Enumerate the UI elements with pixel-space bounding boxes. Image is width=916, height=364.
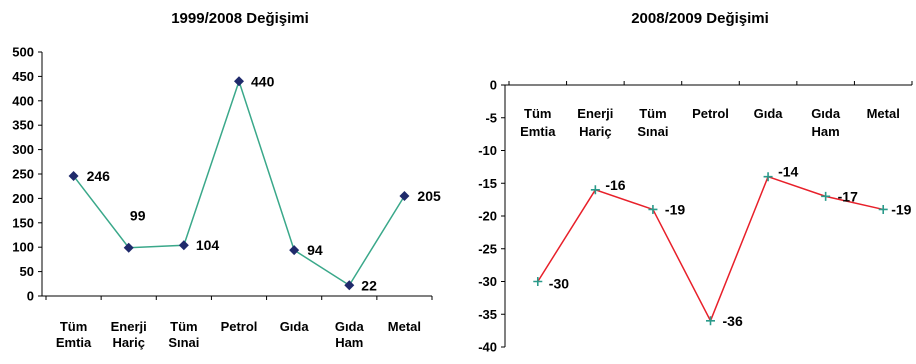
- right-category-label: Emtia: [520, 124, 556, 139]
- left-category-label: Petrol: [221, 319, 258, 334]
- left-category-label: Tüm: [170, 319, 197, 334]
- right-category-label: Gıda: [811, 106, 841, 121]
- left-chart-title: 1999/2008 Değişimi: [171, 10, 309, 27]
- right-y-tick-label: -25: [478, 241, 497, 256]
- left-data-point: [68, 170, 79, 181]
- left-category-label: Sınai: [168, 335, 199, 350]
- left-data-label: 104: [196, 237, 220, 253]
- right-data-point: [648, 204, 658, 214]
- right-category-label: Metal: [867, 106, 900, 121]
- right-data-label: -17: [838, 188, 858, 204]
- left-y-tick-label: 50: [20, 264, 34, 279]
- right-y-tick-label: -10: [478, 143, 497, 158]
- left-category-label: Hariç: [112, 335, 145, 350]
- right-data-point: [590, 185, 600, 195]
- right-category-label: Enerji: [577, 106, 613, 121]
- left-category-label: Ham: [335, 335, 363, 350]
- right-data-label: -16: [605, 177, 625, 193]
- left-data-point: [344, 280, 355, 291]
- left-category-label: Gıda: [335, 319, 365, 334]
- right-data-label: -19: [665, 201, 685, 217]
- left-y-tick-label: 0: [27, 289, 34, 304]
- right-data-point: [763, 172, 773, 182]
- right-category-label: Sınai: [637, 124, 668, 139]
- right-data-point: [533, 277, 543, 286]
- left-y-tick-label: 300: [12, 142, 34, 157]
- left-y-tick-label: 450: [12, 69, 34, 84]
- right-category-label: Hariç: [579, 124, 612, 139]
- left-data-label: 99: [130, 208, 146, 224]
- right-category-label: Tüm: [524, 106, 551, 121]
- right-series-line: [537, 175, 884, 323]
- left-y-tick-label: 100: [12, 240, 34, 255]
- right-data-point: [706, 316, 715, 326]
- right-category-label: Gıda: [754, 106, 784, 121]
- right-data-label: -14: [778, 164, 798, 180]
- left-data-point: [178, 240, 189, 251]
- right-y-tick-label: -40: [478, 340, 497, 355]
- left-category-label: Tüm: [60, 319, 87, 334]
- right-y-tick-label: -30: [478, 274, 497, 289]
- right-data-label: -19: [891, 201, 911, 217]
- left-series-line: [72, 78, 406, 287]
- left-y-tick-label: 500: [12, 45, 34, 60]
- right-category-label: Petrol: [692, 106, 729, 121]
- left-data-label: 246: [87, 168, 111, 184]
- right-category-label: Ham: [812, 124, 840, 139]
- right-data-label: -36: [723, 313, 743, 329]
- right-data-label: -30: [549, 276, 569, 292]
- left-y-tick-label: 150: [12, 215, 34, 230]
- left-data-point: [289, 245, 300, 256]
- left-category-label: Emtia: [56, 335, 92, 350]
- right-y-tick-label: -15: [478, 176, 497, 191]
- left-y-tick-label: 200: [12, 191, 34, 206]
- right-y-tick-label: -35: [478, 307, 497, 322]
- left-data-label: 22: [361, 277, 377, 293]
- left-data-point: [123, 242, 134, 253]
- right-data-point: [878, 204, 888, 214]
- right-data-point: [821, 191, 831, 201]
- left-category-label: Gıda: [280, 319, 310, 334]
- left-y-tick-label: 350: [12, 118, 34, 133]
- left-data-label: 94: [307, 242, 323, 258]
- left-category-label: Enerji: [111, 319, 147, 334]
- right-y-tick-label: -20: [478, 209, 497, 224]
- right-category-label: Tüm: [639, 106, 666, 121]
- left-data-point: [234, 76, 244, 87]
- left-y-tick-label: 400: [12, 93, 34, 108]
- right-y-tick-label: -5: [485, 110, 497, 125]
- right-chart-title: 2008/2009 Değişimi: [631, 10, 769, 27]
- left-data-label: 205: [417, 188, 441, 204]
- left-data-label: 440: [251, 73, 275, 89]
- left-category-label: Metal: [388, 319, 421, 334]
- right-y-tick-label: 0: [490, 78, 497, 93]
- left-data-point: [399, 190, 410, 201]
- left-y-tick-label: 250: [12, 167, 34, 182]
